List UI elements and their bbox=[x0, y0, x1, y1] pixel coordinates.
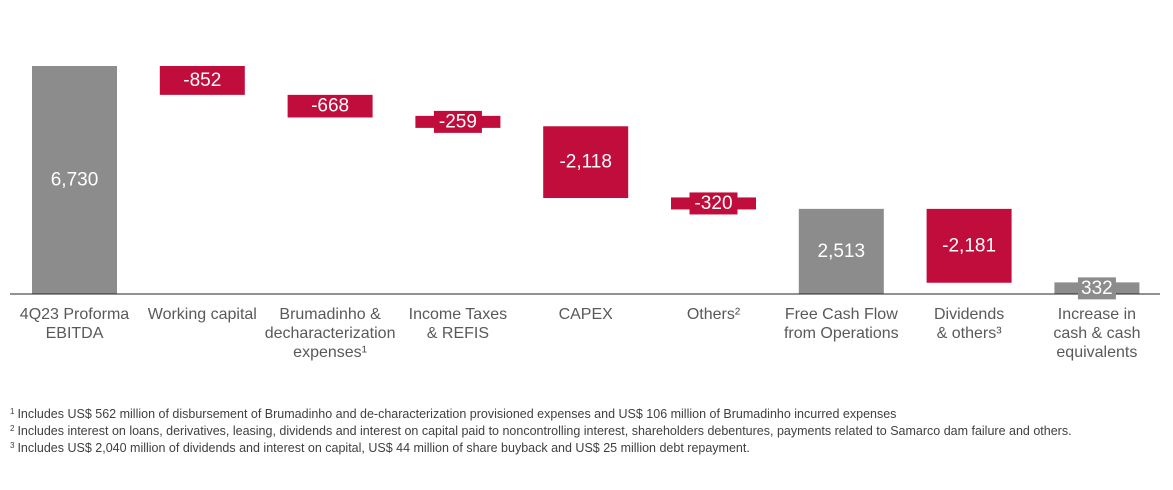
footnote: 1 Includes US$ 562 million of disburseme… bbox=[10, 406, 1168, 423]
value-label: -852 bbox=[183, 70, 221, 91]
footnote-text: Includes interest on loans, derivatives,… bbox=[17, 424, 1072, 438]
bar-7 bbox=[926, 208, 1012, 283]
category-label: Income Taxes & REFIS bbox=[408, 306, 508, 342]
value-label: 6,730 bbox=[51, 170, 99, 191]
footnote-text: Includes US$ 2,040 million of dividends … bbox=[17, 441, 750, 455]
value-label: -259 bbox=[439, 111, 477, 132]
category-label: Increase in cash & cash equivalents bbox=[1053, 306, 1141, 361]
value-label: -2,118 bbox=[559, 152, 611, 173]
footnote-mark: 1 bbox=[10, 407, 15, 416]
category-label: Brumadinho & decharacterization expenses… bbox=[264, 306, 396, 361]
waterfall-chart: 6,730 -852 -668 -259 -2,118 -320 2,513 -2,181 33… bbox=[10, 66, 1160, 300]
category-label: CAPEX bbox=[558, 306, 613, 323]
value-label: 332 bbox=[1081, 278, 1113, 299]
footnote: 2 Includes interest on loans, derivative… bbox=[10, 423, 1168, 440]
category-label: 4Q23 Proforma EBITDA bbox=[19, 306, 130, 342]
footnotes: 1 Includes US$ 562 million of disburseme… bbox=[10, 406, 1168, 457]
footnote-mark: 3 bbox=[10, 441, 15, 450]
bar-6 bbox=[798, 208, 884, 294]
category-label: Dividends & others³ bbox=[933, 306, 1005, 342]
value-labels-group: 6,730 -852 -668 -259 -2,118 -320 2,513 -2,181 33… bbox=[51, 70, 1116, 300]
bar-1 bbox=[159, 66, 245, 95]
footnote: 3 Includes US$ 2,040 million of dividend… bbox=[10, 440, 1168, 457]
value-label: -2,181 bbox=[942, 235, 996, 256]
value-label-bg bbox=[306, 95, 355, 118]
footnote-text: Includes US$ 562 million of disbursement… bbox=[17, 407, 897, 421]
value-label-bg bbox=[689, 192, 738, 215]
bar-0 bbox=[32, 66, 117, 294]
category-label: Working capital bbox=[147, 306, 257, 323]
value-label: 2,513 bbox=[818, 241, 866, 262]
bars-group bbox=[32, 66, 1140, 295]
value-label-bg bbox=[433, 110, 482, 133]
value-label: -668 bbox=[311, 96, 349, 117]
category-label: Others² bbox=[686, 306, 741, 323]
value-label: -320 bbox=[694, 193, 732, 214]
category-label: Free Cash Flow from Operations bbox=[783, 306, 899, 342]
bar-4 bbox=[543, 126, 629, 199]
footnote-mark: 2 bbox=[10, 424, 15, 433]
value-label-bg bbox=[1077, 277, 1116, 300]
